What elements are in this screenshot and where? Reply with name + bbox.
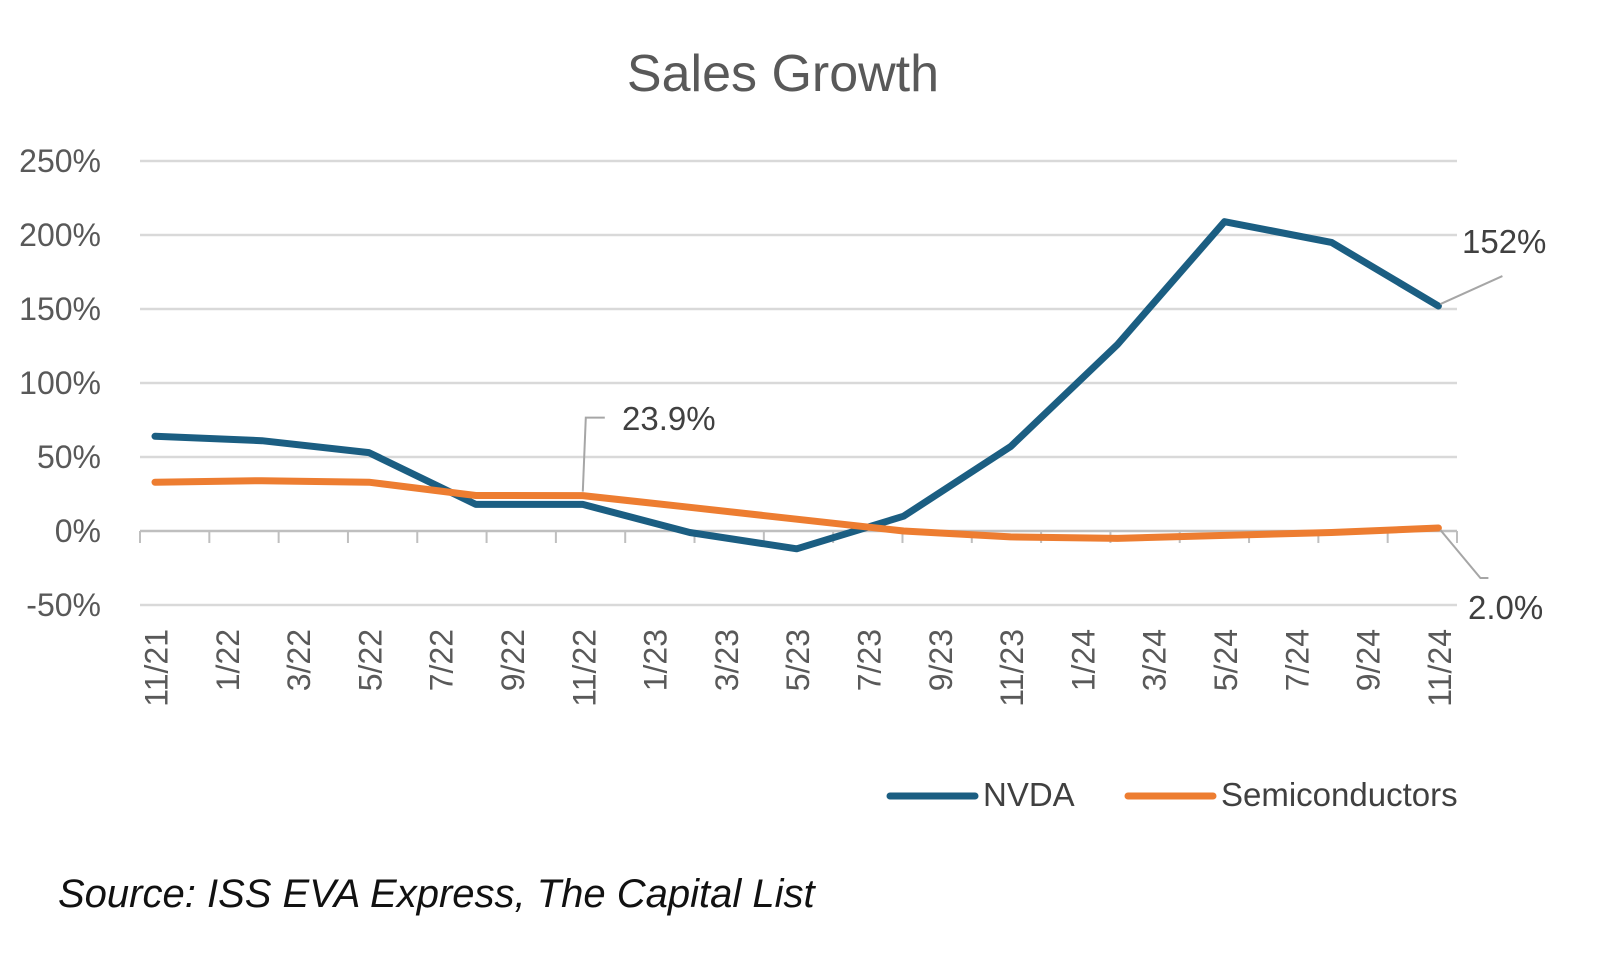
x-tick-label: 11/24 xyxy=(1422,629,1458,707)
x-tick-label: 7/24 xyxy=(1279,629,1315,691)
data-label-semiconductors: 2.0% xyxy=(1468,589,1543,626)
data-label-nvda: 152% xyxy=(1462,223,1546,260)
x-tick-label: 1/23 xyxy=(638,629,674,691)
x-tick-label: 11/23 xyxy=(994,629,1030,707)
y-tick-label: 150% xyxy=(19,291,101,327)
x-tick-label: 5/22 xyxy=(352,629,388,691)
y-axis-tick-labels: 250% 200% 150% 100% 50% 0% -50% xyxy=(19,143,101,623)
series-line-semiconductors xyxy=(151,477,1442,542)
x-tick-label: 5/23 xyxy=(780,629,816,691)
x-tick-label: 9/22 xyxy=(495,629,531,691)
y-tick-label: 250% xyxy=(19,143,101,179)
y-tick-label: -50% xyxy=(26,587,101,623)
data-labels: 23.9% 152% 2.0% xyxy=(581,223,1546,626)
data-label-leader xyxy=(1439,529,1489,580)
x-tick-label: 9/24 xyxy=(1351,629,1387,691)
x-tick-label: 3/24 xyxy=(1137,629,1173,691)
x-tick-label: 3/22 xyxy=(281,629,317,691)
y-tick-label: 0% xyxy=(55,513,101,549)
data-label-leader xyxy=(1439,275,1503,305)
chart-title: Sales Growth xyxy=(627,45,939,103)
x-tick-label: 9/23 xyxy=(923,629,959,691)
x-tick-label: 11/21 xyxy=(138,629,174,707)
y-tick-label: 50% xyxy=(37,439,101,475)
data-label-leader xyxy=(581,416,605,492)
x-axis-tick-labels: 11/21 1/22 3/22 5/22 7/22 9/22 11/22 1/23 3/23 5/… xyxy=(138,629,1457,707)
x-tick-label: 1/22 xyxy=(210,629,246,691)
x-tick-label: 3/23 xyxy=(709,629,745,691)
x-tick-label: 7/22 xyxy=(424,629,460,691)
data-label-semiconductors: 23.9% xyxy=(622,400,716,437)
x-tick-label: 5/24 xyxy=(1208,629,1244,691)
x-tick-label: 1/24 xyxy=(1065,629,1101,691)
legend-label-semiconductors: Semiconductors xyxy=(1221,776,1458,813)
x-tick-label: 7/23 xyxy=(851,629,887,691)
legend: NVDA Semiconductors xyxy=(886,776,1458,813)
series-lines xyxy=(151,218,1442,553)
legend-label-nvda: NVDA xyxy=(983,776,1075,813)
x-axis xyxy=(139,529,1458,543)
x-tick-label: 11/22 xyxy=(566,629,602,707)
series-line-nvda xyxy=(151,218,1442,553)
source-note: Source: ISS EVA Express, The Capital Lis… xyxy=(58,872,815,916)
y-tick-label: 100% xyxy=(19,365,101,401)
y-tick-label: 200% xyxy=(19,217,101,253)
gridlines xyxy=(140,159,1457,607)
